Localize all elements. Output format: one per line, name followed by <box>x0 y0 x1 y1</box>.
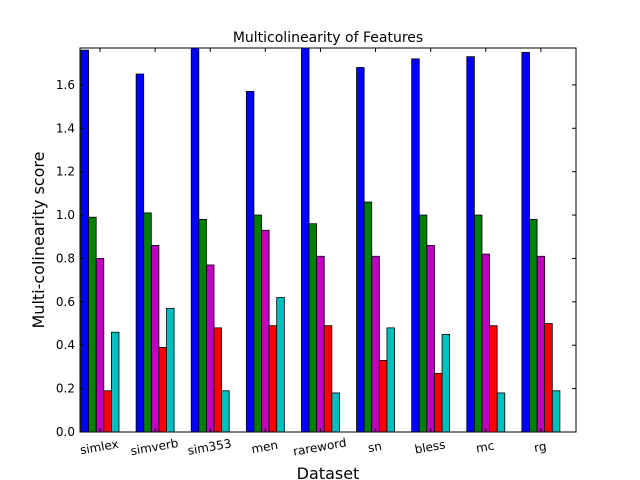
x-axis-label: Dataset <box>297 464 360 480</box>
bar-men-4 <box>268 325 278 433</box>
x-tick-label-sn: sn <box>367 439 383 455</box>
bar-bless-1 <box>411 58 420 433</box>
bar-simverb-1 <box>135 73 145 433</box>
bar-rg-1 <box>521 51 530 433</box>
bar-men-3 <box>261 229 270 433</box>
x-tick-label-rareword: rareword <box>292 435 347 458</box>
bar-sim353-1 <box>190 47 200 433</box>
bar-men-1 <box>245 90 255 433</box>
bar-bless-4 <box>434 373 443 433</box>
chart-title: Multicolinearity of Features <box>233 30 423 46</box>
bar-rareword-3 <box>316 255 325 433</box>
bar-sn-3 <box>371 255 380 433</box>
x-tick-label-simverb: simverb <box>129 436 179 458</box>
bar-mc-2 <box>473 214 483 433</box>
bar-sim353-5 <box>221 390 230 433</box>
x-tick-label-bless: bless <box>414 437 447 456</box>
bar-simlex-1 <box>80 49 89 433</box>
bar-men-2 <box>253 214 262 433</box>
x-tick-label-mc: mc <box>475 439 495 456</box>
bar-mc-4 <box>489 325 498 433</box>
bar-simverb-4 <box>158 346 167 433</box>
bar-bless-3 <box>426 245 435 433</box>
bar-sn-1 <box>356 67 365 433</box>
bar-rareword-2 <box>308 223 318 433</box>
bar-mc-3 <box>481 253 490 433</box>
bars-group <box>80 47 561 433</box>
bar-rg-3 <box>536 255 546 433</box>
bar-sn-5 <box>386 327 395 433</box>
y-tick-label: 1.4 <box>56 121 75 135</box>
bar-sim353-4 <box>213 327 223 433</box>
bar-mc-5 <box>496 392 506 433</box>
bar-mc-1 <box>466 56 475 433</box>
bar-simlex-4 <box>103 390 112 433</box>
y-tick-label: 1.2 <box>56 165 75 179</box>
y-tick-label: 0.0 <box>56 425 75 439</box>
bar-bless-5 <box>441 333 451 433</box>
bar-simlex-3 <box>95 258 105 433</box>
bar-rg-5 <box>551 390 561 433</box>
y-tick-label: 0.2 <box>56 382 75 396</box>
bar-rg-2 <box>529 218 538 433</box>
bar-rareword-4 <box>323 325 333 433</box>
plot-frame <box>79 47 577 433</box>
x-tick-label-simlex: simlex <box>79 437 120 458</box>
bar-sim353-3 <box>206 264 215 433</box>
y-tick-label: 0.4 <box>56 338 75 352</box>
x-tick-label-men: men <box>250 438 279 456</box>
bar-simverb-3 <box>150 245 160 433</box>
y-tick-label: 1.0 <box>56 208 75 222</box>
bar-men-5 <box>276 297 285 433</box>
y-axis: 0.0 0.2 0.4 0.6 0.8 1.0 1.2 1.4 1.6 <box>56 78 576 439</box>
bar-sn-2 <box>363 201 373 433</box>
bar-simverb-2 <box>143 212 152 433</box>
x-tick-label-sim353: sim353 <box>187 436 233 457</box>
bar-sim353-2 <box>198 218 207 433</box>
x-tick-label-rg: rg <box>533 439 548 455</box>
bar-simverb-5 <box>166 307 175 433</box>
bar-simlex-2 <box>88 216 97 433</box>
bar-rareword-5 <box>331 392 340 433</box>
bar-simlex-5 <box>111 331 120 433</box>
bar-bless-2 <box>418 214 428 433</box>
y-axis-label: Multi-colinearity score <box>29 152 48 329</box>
bar-rareword-1 <box>301 47 310 433</box>
y-tick-label: 0.8 <box>56 251 75 265</box>
y-tick-label: 1.6 <box>56 78 75 92</box>
bar-rg-4 <box>544 323 553 433</box>
y-tick-label: 0.6 <box>56 295 75 309</box>
bar-sn-4 <box>378 360 388 433</box>
